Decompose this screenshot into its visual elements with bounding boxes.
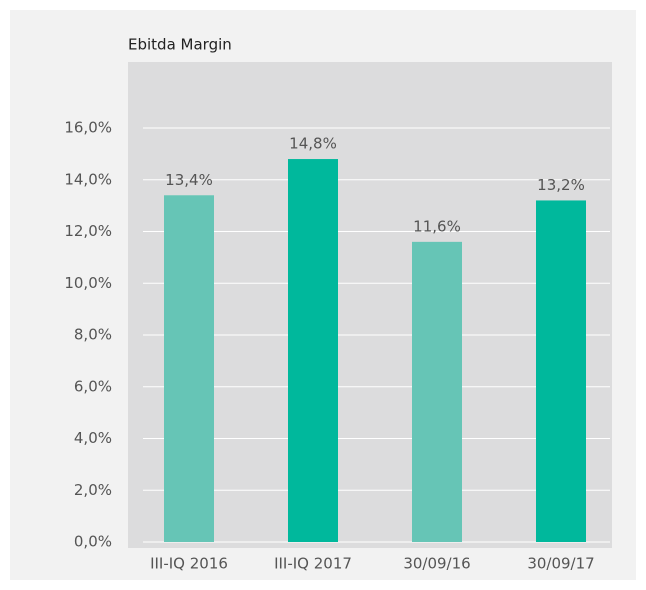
y-tick-label: 10,0% (64, 274, 112, 292)
bar (288, 159, 338, 543)
y-tick-label: 2,0% (74, 481, 112, 499)
x-tick-label: III-IQ 2017 (274, 555, 352, 573)
x-tick-label: 30/09/17 (527, 555, 594, 573)
value-label: 13,4% (165, 171, 213, 189)
y-tick-label: 14,0% (64, 170, 112, 188)
x-tick-label: 30/09/16 (403, 555, 470, 573)
y-tick-label: 16,0% (64, 119, 112, 137)
bar (536, 200, 586, 542)
bar (412, 241, 462, 542)
value-label: 11,6% (413, 217, 461, 235)
value-label: 14,8% (289, 135, 337, 153)
y-tick-label: 8,0% (74, 326, 112, 344)
y-tick-label: 0,0% (74, 533, 112, 551)
x-tick-label: III-IQ 2016 (150, 555, 228, 573)
value-label: 13,2% (537, 176, 585, 194)
y-tick-label: 4,0% (74, 429, 112, 447)
bar (164, 195, 214, 542)
chart-title: Ebitda Margin (128, 36, 232, 54)
y-tick-label: 12,0% (64, 222, 112, 240)
y-tick-label: 6,0% (74, 377, 112, 395)
